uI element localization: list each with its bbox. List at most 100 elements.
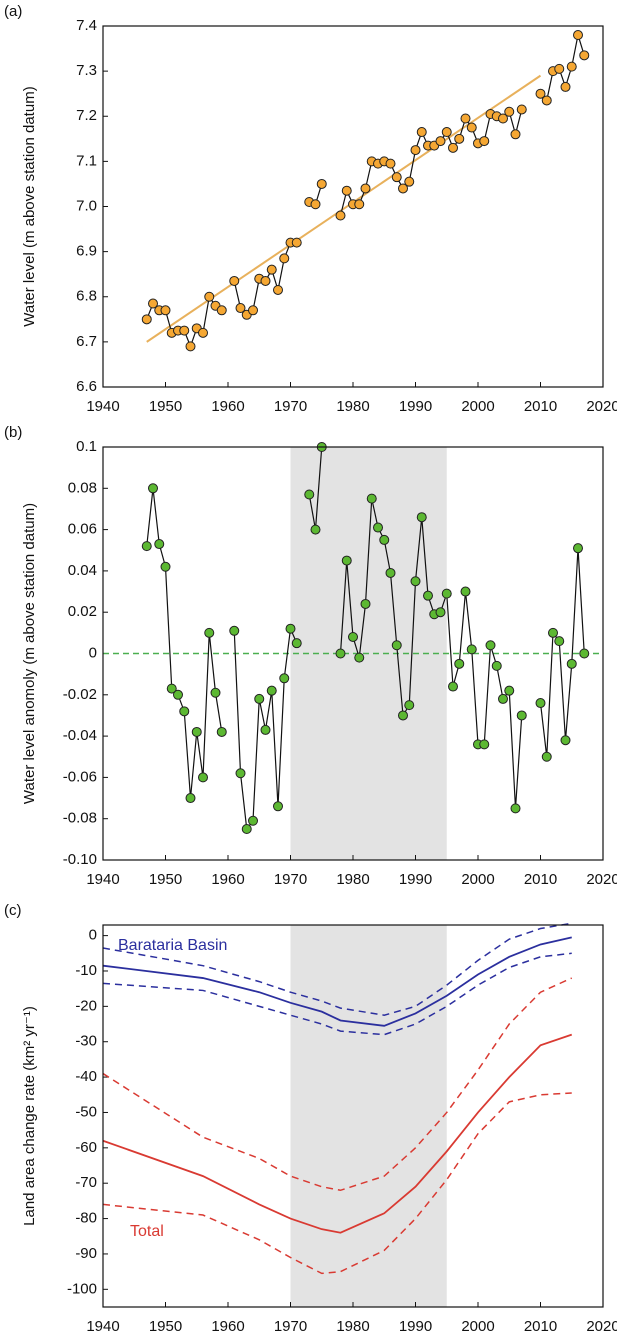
data-point bbox=[229, 625, 240, 636]
y-tick-label: 0.08 bbox=[68, 479, 97, 496]
data-point bbox=[160, 561, 171, 572]
data-point bbox=[254, 693, 265, 704]
y-tick-label: 6.7 bbox=[76, 333, 97, 350]
x-tick-label: 1990 bbox=[399, 1318, 432, 1335]
plot-frame bbox=[102, 25, 604, 388]
x-tick-label: 1970 bbox=[274, 1318, 307, 1335]
data-point bbox=[310, 524, 321, 535]
y-tick-label: -90 bbox=[75, 1245, 97, 1262]
data-point bbox=[391, 172, 402, 183]
x-tick-label: 1950 bbox=[149, 398, 182, 415]
data-point bbox=[466, 122, 477, 133]
data-point bbox=[441, 127, 452, 138]
data-point bbox=[148, 298, 158, 309]
data-point bbox=[498, 113, 508, 124]
data-point bbox=[335, 648, 346, 659]
data-point bbox=[441, 588, 452, 599]
data-point bbox=[148, 483, 158, 494]
y-tick-label: 0 bbox=[89, 644, 97, 661]
data-point bbox=[141, 541, 152, 552]
data-point bbox=[373, 522, 383, 533]
data-point bbox=[235, 303, 246, 314]
lower-bound bbox=[102, 952, 572, 1036]
data-point bbox=[173, 689, 183, 700]
data-point bbox=[448, 681, 458, 692]
data-point bbox=[241, 824, 252, 835]
data-point bbox=[485, 640, 496, 651]
data-point bbox=[204, 627, 215, 638]
data-point bbox=[291, 638, 302, 649]
data-point bbox=[535, 698, 546, 709]
data-point bbox=[179, 325, 190, 336]
y-tick-label: 6.8 bbox=[76, 288, 97, 305]
data-point bbox=[141, 314, 152, 325]
y-tick-label: 0.02 bbox=[68, 603, 97, 620]
data-point bbox=[548, 627, 558, 638]
data-point bbox=[154, 539, 165, 550]
data-point bbox=[398, 183, 408, 194]
data-point bbox=[273, 284, 283, 295]
x-tick-label: 2020 bbox=[586, 1318, 617, 1335]
data-point bbox=[260, 724, 271, 735]
data-point bbox=[279, 673, 290, 684]
data-point bbox=[423, 590, 433, 601]
plot-frame bbox=[102, 924, 604, 1308]
data-point bbox=[554, 63, 565, 74]
x-tick-label: 2000 bbox=[461, 1318, 494, 1335]
data-point bbox=[554, 636, 565, 647]
data-point bbox=[229, 275, 240, 286]
data-point bbox=[416, 127, 427, 138]
data-point bbox=[248, 815, 258, 826]
trend-line bbox=[146, 74, 542, 343]
x-tick-label: 1940 bbox=[86, 871, 119, 888]
data-point bbox=[560, 81, 571, 92]
data-point bbox=[235, 768, 246, 779]
y-tick-label: -70 bbox=[75, 1174, 97, 1191]
data-point bbox=[510, 129, 521, 140]
data-point bbox=[210, 687, 221, 698]
lower-bound bbox=[102, 1092, 572, 1275]
y-tick-label: 7.3 bbox=[76, 62, 97, 79]
y-tick-label: -40 bbox=[75, 1068, 97, 1085]
data-point bbox=[348, 631, 358, 642]
x-tick-label: 1960 bbox=[211, 1318, 244, 1335]
data-point bbox=[516, 104, 527, 115]
data-point bbox=[285, 623, 296, 634]
data-point bbox=[191, 726, 202, 737]
y-tick-label: -0.08 bbox=[63, 810, 97, 827]
y-tick-label: -100 bbox=[67, 1280, 97, 1297]
mean-line bbox=[102, 1033, 573, 1234]
x-tick-label: 1990 bbox=[399, 871, 432, 888]
data-point bbox=[260, 275, 271, 286]
data-point bbox=[579, 648, 590, 659]
y-tick-label: 0.04 bbox=[68, 562, 97, 579]
data-point bbox=[360, 598, 371, 609]
data-point bbox=[566, 658, 577, 669]
data-point bbox=[310, 199, 321, 210]
panel-label: (a) bbox=[4, 3, 22, 20]
x-tick-label: 2000 bbox=[461, 398, 494, 415]
y-tick-label: 6.9 bbox=[76, 243, 97, 260]
x-tick-label: 1980 bbox=[336, 398, 369, 415]
data-point bbox=[541, 751, 552, 762]
x-tick-label: 1970 bbox=[274, 871, 307, 888]
x-tick-label: 1980 bbox=[336, 871, 369, 888]
x-tick-label: 2000 bbox=[461, 871, 494, 888]
data-point bbox=[185, 793, 196, 804]
y-tick-label: 0.06 bbox=[68, 521, 97, 538]
upper-bound bbox=[102, 922, 572, 1016]
data-point bbox=[560, 735, 571, 746]
data-point bbox=[354, 199, 365, 210]
y-tick-label: -60 bbox=[75, 1139, 97, 1156]
data-point bbox=[291, 237, 302, 248]
data-point bbox=[510, 803, 521, 814]
x-tick-label: 1950 bbox=[149, 1318, 182, 1335]
data-point bbox=[410, 576, 421, 587]
data-point bbox=[541, 95, 552, 106]
y-axis-title: Land area change rate (km² yr⁻¹) bbox=[21, 1006, 38, 1226]
data-point bbox=[466, 644, 477, 655]
x-tick-label: 1990 bbox=[399, 398, 432, 415]
data-point bbox=[216, 726, 227, 737]
data-point bbox=[516, 710, 527, 721]
